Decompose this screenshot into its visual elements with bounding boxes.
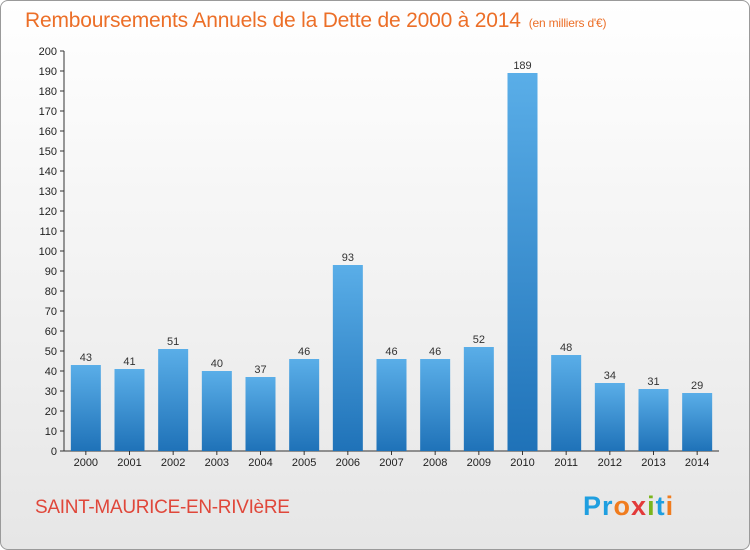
x-tick-label: 2010 [510,457,534,469]
y-tick-label: 70 [45,306,57,318]
bar [594,383,625,451]
y-tick-label: 200 [39,46,57,58]
bar [507,73,538,451]
x-tick-label: 2005 [292,457,316,469]
bar-value-label: 51 [167,336,179,348]
y-tick-label: 170 [39,106,57,118]
bar-value-label: 93 [342,252,354,264]
y-tick-label: 40 [45,366,57,378]
y-tick-label: 50 [45,346,57,358]
x-tick-label: 2000 [74,457,98,469]
y-tick-label: 130 [39,186,57,198]
logo-letter: x [631,491,648,521]
y-axis: 0 10 20 30 40 50 60 70 80 90 100 110 120 130 140 150 160… [39,46,65,458]
y-tick-label: 10 [45,426,57,438]
commune-name: SAINT-MAURICE-EN-RIVIèRE [35,497,290,518]
bar-value-label: 46 [298,346,310,358]
bar-value-label: 29 [691,380,703,392]
bar [289,359,320,451]
logo-letter: i [647,491,656,521]
x-tick-label: 2012 [598,457,622,469]
bar [70,365,101,451]
bar-value-label: 46 [429,346,441,358]
bar [158,349,189,451]
bar-value-label: 41 [123,356,135,368]
bar-value-label: 46 [385,346,397,358]
logo-letter: t [655,491,666,521]
chart-title-main: Remboursements Annuels de la Dette de 20… [25,9,521,32]
bar-value-label: 48 [560,342,572,354]
bar [332,265,363,451]
y-tick-label: 150 [39,146,57,158]
x-tick-label: 2004 [248,457,272,469]
y-tick-label: 180 [39,86,57,98]
y-tick-label: 60 [45,326,57,338]
y-tick-label: 160 [39,126,57,138]
bars [70,73,713,451]
bar-value-label: 52 [473,334,485,346]
bar-value-label: 34 [604,370,616,382]
bar-value-label: 37 [254,364,266,376]
logo-letter: r [602,491,614,521]
logo-letter: o [613,491,632,521]
x-tick-label: 2003 [205,457,229,469]
x-axis: 2000 2001 2002 2003 2004 2005 2006 2007 2008 2009… [64,450,719,469]
bar [245,377,276,451]
x-tick-label: 2013 [641,457,665,469]
y-tick-label: 80 [45,286,57,298]
x-tick-label: 2011 [554,457,578,469]
bar-value-label: 40 [211,358,223,370]
bar [114,369,145,451]
proxiti-logo: Proxiti [583,491,674,522]
bar-value-label: 189 [513,60,531,72]
chart-title: Remboursements Annuels de la Dette de 20… [25,9,606,33]
bar [463,347,494,451]
y-tick-label: 110 [39,226,57,238]
x-tick-label: 2014 [685,457,709,469]
y-tick-label: 90 [45,266,57,278]
logo-letter: P [583,491,603,521]
bar-value-label: 31 [647,376,659,388]
logo-letter: i [665,491,675,521]
x-tick-label: 2006 [336,457,360,469]
bar [682,393,713,451]
x-tick-label: 2009 [467,457,491,469]
y-tick-label: 120 [39,206,57,218]
y-tick-label: 190 [39,66,57,78]
bar [376,359,407,451]
x-tick-label: 2001 [117,457,141,469]
data-labels: 43 41 51 40 37 46 93 46 46 52 189 48 34 31 29 [80,60,704,392]
x-tick-label: 2007 [379,457,403,469]
bar-value-label: 43 [80,352,92,364]
x-tick-label: 2002 [161,457,185,469]
y-tick-label: 20 [45,406,57,418]
chart-title-unit: (en milliers d'€) [528,16,607,30]
bar [420,359,451,451]
y-tick-label: 100 [39,246,57,258]
y-tick-label: 140 [39,166,57,178]
bar [201,371,232,451]
y-tick-label: 30 [45,386,57,398]
bar [638,389,669,451]
bar [551,355,582,451]
y-tick-label: 0 [51,446,57,458]
x-tick-label: 2008 [423,457,447,469]
